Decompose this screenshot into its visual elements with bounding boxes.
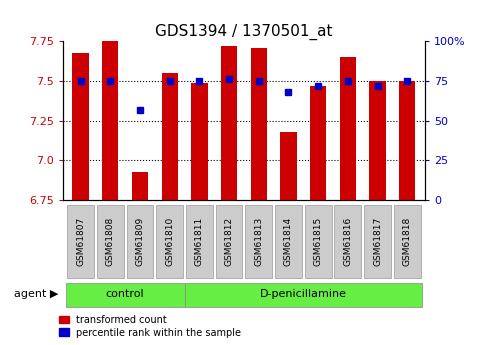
Bar [399,81,415,200]
FancyBboxPatch shape [335,205,361,278]
Bar [161,73,178,200]
Bar [251,48,267,200]
FancyBboxPatch shape [97,205,124,278]
Text: D-penicillamine: D-penicillamine [260,289,347,298]
FancyBboxPatch shape [66,283,185,307]
Text: GSM61816: GSM61816 [343,217,352,266]
FancyBboxPatch shape [245,205,272,278]
FancyBboxPatch shape [394,205,421,278]
Text: GSM61810: GSM61810 [165,217,174,266]
Bar [102,35,118,200]
Text: agent ▶: agent ▶ [14,289,58,298]
Bar [340,57,356,200]
FancyBboxPatch shape [275,205,302,278]
Text: GSM61811: GSM61811 [195,217,204,266]
Text: GSM61815: GSM61815 [313,217,323,266]
Text: GSM61808: GSM61808 [106,217,115,266]
Text: control: control [106,289,144,298]
Text: GSM61812: GSM61812 [225,217,234,266]
FancyBboxPatch shape [185,283,422,307]
Bar [369,81,386,200]
Bar [132,171,148,200]
FancyBboxPatch shape [127,205,154,278]
FancyBboxPatch shape [186,205,213,278]
Text: GSM61807: GSM61807 [76,217,85,266]
Legend: transformed count, percentile rank within the sample: transformed count, percentile rank withi… [58,314,242,338]
FancyBboxPatch shape [216,205,242,278]
Bar [280,132,297,200]
Text: GSM61813: GSM61813 [254,217,263,266]
Text: GSM61814: GSM61814 [284,217,293,266]
Bar [72,52,89,200]
FancyBboxPatch shape [156,205,183,278]
Title: GDS1394 / 1370501_at: GDS1394 / 1370501_at [155,24,333,40]
FancyBboxPatch shape [67,205,94,278]
Bar [191,83,208,200]
Bar [310,86,327,200]
FancyBboxPatch shape [364,205,391,278]
Bar [221,46,237,200]
Text: GSM61817: GSM61817 [373,217,382,266]
Text: GSM61818: GSM61818 [403,217,412,266]
Text: GSM61809: GSM61809 [136,217,144,266]
FancyBboxPatch shape [305,205,331,278]
